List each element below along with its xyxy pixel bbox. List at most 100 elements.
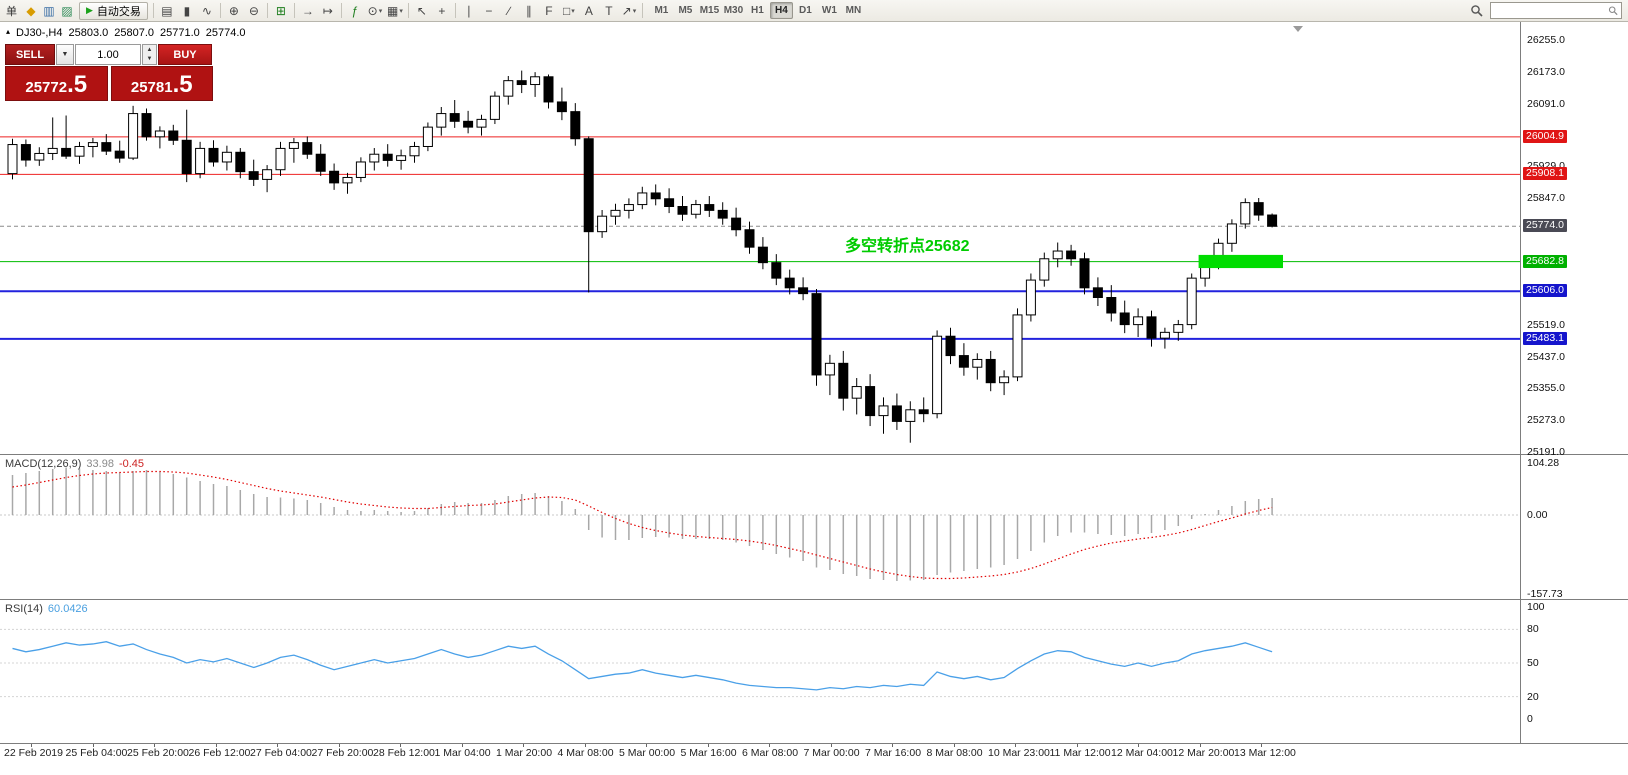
tile-windows-icon[interactable]: ⊞	[275, 3, 286, 18]
rsi-pane: RSI(14) 60.0426	[0, 600, 1520, 744]
time-axis[interactable]: 22 Feb 2019 25 Feb 04:00 25 Feb 20:00 26 Fe…	[0, 744, 1628, 775]
macd-signal-line	[12, 470, 1273, 580]
indicators-icon[interactable]: ƒ	[351, 3, 359, 18]
auto-trading-button[interactable]: ▶ 自动交易	[79, 1, 148, 20]
time-axis-tick	[31, 744, 32, 747]
price-axis[interactable]: 26255.0 26173.0 26091.0 25929.0 25847.0 25519…	[1520, 22, 1628, 458]
price-pane: ▴ DJ30-,H4 25803.0 25807.0 25771.0 25774…	[0, 22, 1520, 455]
macd-axis-label: 104.28	[1527, 456, 1560, 469]
price-axis-label: 25519.0	[1527, 318, 1565, 331]
time-axis-label: 12 Mar 04:00	[1111, 747, 1173, 759]
periods-icon[interactable]: ⊙ ▾	[367, 3, 383, 18]
time-axis-tick	[215, 744, 217, 747]
macd-name: MACD(12,26,9)	[5, 458, 82, 470]
ohlc-low: 25771.0	[160, 27, 200, 39]
volume-input[interactable]	[76, 45, 140, 64]
rsi-axis-label: 80	[1527, 623, 1539, 636]
timeframe-m5[interactable]: M5	[678, 5, 693, 16]
sell-price-display[interactable]: 25772 .5	[5, 66, 108, 101]
time-axis-tick	[154, 744, 155, 747]
macd-chart[interactable]	[0, 455, 1520, 600]
horizontal-line-icon[interactable]: −	[485, 3, 493, 18]
macd-axis-label: -157.73	[1527, 587, 1563, 600]
chart-shift-marker[interactable]	[1293, 26, 1303, 32]
time-axis-label: 27 Feb 04:00	[250, 747, 312, 759]
templates-icon[interactable]: ▦ ▾	[386, 3, 403, 18]
buy-price-main: 25781	[130, 79, 173, 96]
timeframe-m15[interactable]: M15	[699, 5, 720, 16]
text-label-icon[interactable]: T	[605, 3, 613, 18]
timeframe-d1[interactable]: D1	[799, 5, 812, 16]
time-axis-tick	[277, 744, 278, 747]
volume-field-wrap	[75, 44, 141, 65]
time-axis-tick	[584, 744, 586, 747]
time-axis-tick	[461, 744, 463, 747]
trade-options-dropdown[interactable]: ▼	[56, 44, 74, 65]
zoom-in-icon[interactable]: ⊕	[228, 3, 239, 18]
buy-price-display[interactable]: 25781 .5	[110, 66, 213, 101]
price-axis-label: 25437.0	[1527, 350, 1565, 363]
one-click-trading-panel: SELL ▼ ▲ ▼ BUY 25772 .5 25781 .5	[5, 44, 213, 101]
rsi-axis[interactable]: 100 80 50 20 0	[1520, 600, 1628, 744]
orders-menu-label[interactable]: 单	[6, 5, 17, 18]
equidistant-channel-icon[interactable]: ∥	[525, 3, 532, 18]
highlight-box[interactable]	[1198, 254, 1283, 269]
search-icon[interactable]	[1467, 2, 1485, 20]
symbol-period-label: DJ30-,H4	[16, 27, 63, 39]
time-axis-tick	[707, 744, 709, 747]
price-level-badge: 25483.1	[1523, 331, 1567, 345]
price-axis-label: 26173.0	[1527, 65, 1565, 78]
timeframe-h4[interactable]: H4	[769, 2, 793, 19]
text-icon[interactable]: A	[584, 3, 593, 18]
sell-button[interactable]: SELL	[5, 44, 55, 65]
zoom-out-icon[interactable]: ⊖	[248, 3, 259, 18]
volume-decrease-button[interactable]: ▼	[146, 56, 153, 63]
toolbar: 单 ◆ ▥ ▨ ▶ 自动交易 ▤ ▮ ∿ ⊕ ⊖ ⊞ → ↦ ƒ ⊙ ▾ ▦ ▾ ↖ + ∣ − ∕ ∥ F □ ▾ A T ↗ ▾ …	[0, 0, 1628, 22]
timeframe-m1[interactable]: M1	[654, 5, 669, 16]
price-axis-label: 25355.0	[1527, 382, 1565, 395]
new-order-icon[interactable]: ◆	[26, 3, 36, 18]
bar-chart-icon[interactable]: ▤	[161, 3, 173, 18]
trendline-icon[interactable]: ∕	[507, 3, 510, 18]
volume-increase-button[interactable]: ▲	[146, 46, 153, 53]
time-axis-label: 5 Mar 16:00	[680, 747, 737, 759]
price-level-badge: 25908.1	[1523, 167, 1567, 181]
cursor-icon[interactable]: ↖	[416, 3, 427, 18]
macd-axis[interactable]: 104.28 0.00 -157.73	[1520, 455, 1628, 600]
timeframe-w1[interactable]: W1	[821, 5, 837, 16]
auto-scroll-icon[interactable]: →	[301, 3, 314, 18]
crosshair-icon[interactable]: +	[438, 3, 446, 18]
price-axis-label: 25273.0	[1527, 414, 1565, 427]
fibonacci-icon[interactable]: F	[545, 3, 553, 18]
candlestick-icon[interactable]: ▮	[183, 3, 191, 18]
search-input[interactable]	[1494, 4, 1607, 17]
time-axis-tick	[1076, 744, 1078, 747]
price-chart[interactable]	[0, 22, 1520, 455]
ohlc-high: 25807.0	[114, 27, 155, 39]
price-level-badge: 25774.0	[1523, 219, 1567, 233]
shapes-icon[interactable]: □ ▾	[563, 3, 575, 18]
price-axis-label: 25847.0	[1527, 191, 1565, 204]
price-level-badge: 26004.9	[1523, 129, 1567, 143]
toolbar-left-icons: ◆ ▥ ▨	[22, 2, 76, 20]
chart-shift-icon[interactable]: ↦	[322, 3, 333, 18]
price-axis-label: 26255.0	[1527, 34, 1565, 46]
market-watch-icon[interactable]: ▨	[61, 3, 73, 18]
timeframe-mn[interactable]: MN	[845, 5, 862, 16]
price-level-badge: 25606.0	[1523, 284, 1567, 298]
rsi-axis-label: 0	[1527, 713, 1533, 725]
time-axis-label: 7 Mar 16:00	[865, 747, 922, 759]
chart-window-icon[interactable]: ▥	[43, 3, 55, 18]
timeframe-h1[interactable]: H1	[751, 5, 764, 16]
time-axis-label: 25 Feb 04:00	[65, 747, 128, 759]
toolbar-separator	[407, 3, 409, 18]
rsi-chart[interactable]	[0, 600, 1520, 744]
timeframe-m30[interactable]: M30	[723, 5, 744, 16]
search-input-icon	[1608, 6, 1618, 16]
arrows-icon[interactable]: ↗ ▾	[621, 3, 637, 18]
level-lines[interactable]	[0, 136, 1520, 340]
sell-price-main: 25772	[25, 79, 68, 96]
buy-button[interactable]: BUY	[158, 44, 212, 65]
vertical-line-icon[interactable]: ∣	[465, 3, 472, 18]
line-chart-icon[interactable]: ∿	[201, 3, 212, 18]
